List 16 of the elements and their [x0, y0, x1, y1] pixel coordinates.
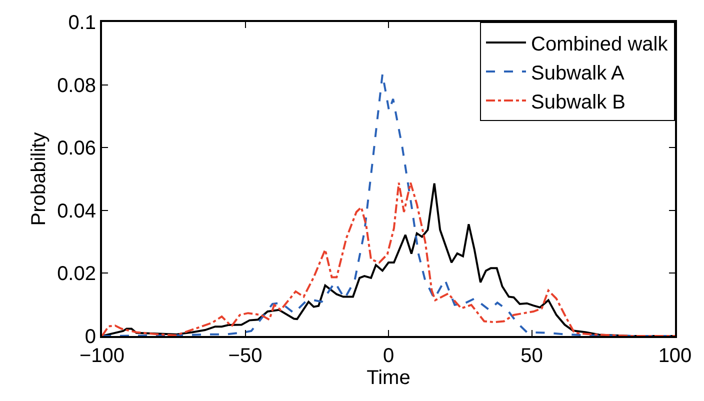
y-tick-label: 0.02 — [57, 263, 96, 286]
y-tick-label: 0.1 — [68, 12, 96, 34]
x-tick-label: 100 — [658, 345, 692, 367]
y-tick-label: 0.06 — [57, 138, 96, 160]
legend-label: Subwalk B — [531, 91, 626, 114]
legend-label: Subwalk A — [531, 62, 626, 84]
y-tick-label: 0.08 — [57, 74, 96, 97]
legend-label: Combined walk — [531, 33, 669, 56]
y-axis-title: Probability — [28, 132, 50, 226]
x-axis-title: Time — [366, 367, 410, 389]
y-tick-label: 0 — [84, 326, 96, 348]
x-tick-label: −50 — [228, 345, 262, 367]
y-tick-label: 0.04 — [57, 200, 96, 222]
x-tick-label: 50 — [520, 345, 543, 367]
x-tick-label: −100 — [79, 345, 125, 367]
x-tick-label: 0 — [382, 345, 394, 367]
